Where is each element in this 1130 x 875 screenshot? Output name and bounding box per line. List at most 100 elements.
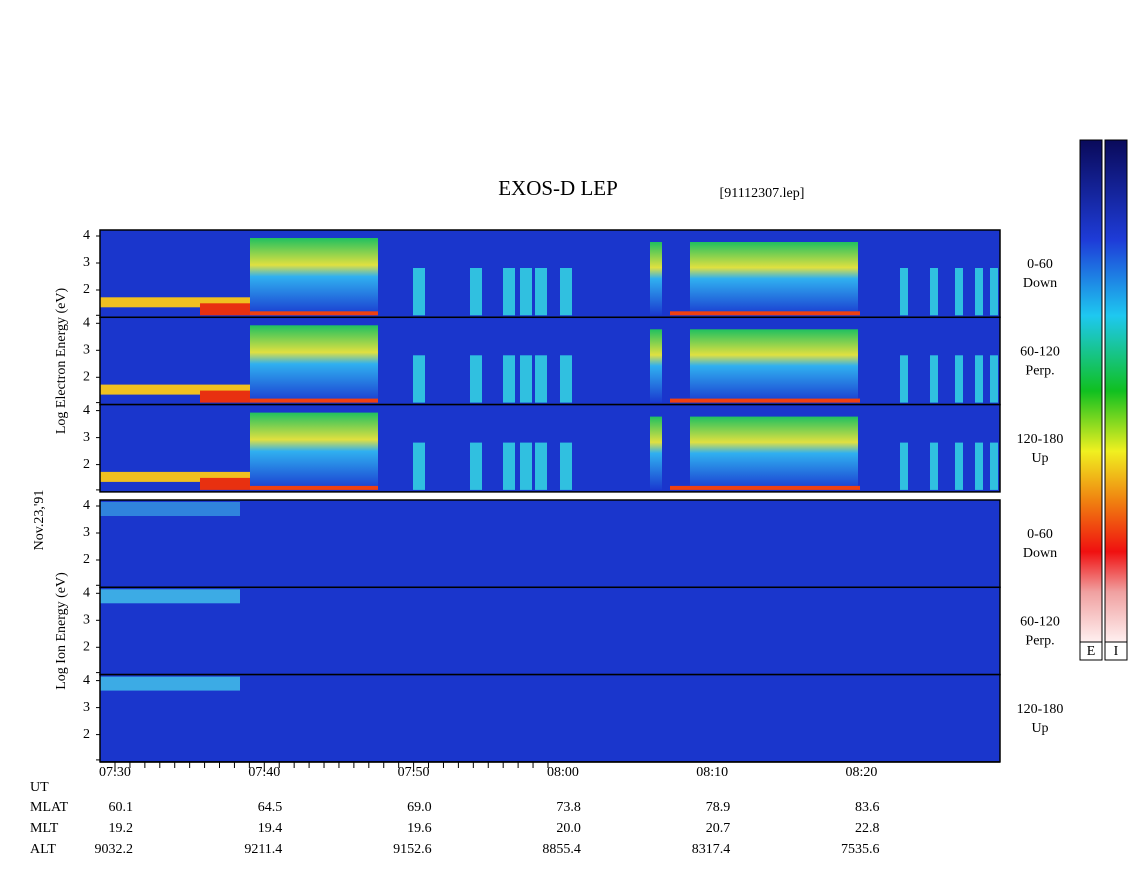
date: Nov.23,'91 xyxy=(32,490,47,551)
spectrum-burst xyxy=(990,355,998,403)
spectrum-feature xyxy=(650,329,662,403)
spectrum-feature xyxy=(100,589,240,604)
axis-label: Log Electron Energy (eV) xyxy=(54,288,69,435)
color-bar-label: I xyxy=(1114,644,1119,659)
spectrum-base xyxy=(670,311,860,316)
spectrum-base xyxy=(250,485,378,490)
y-tick-label: 3 xyxy=(83,255,90,270)
ephemeris-value: 8855.4 xyxy=(542,842,581,857)
color-bar xyxy=(1079,139,1103,643)
panel-label: Down xyxy=(1023,276,1057,291)
y-tick-label: 3 xyxy=(83,525,90,540)
spectrum-burst xyxy=(503,355,515,403)
spectrum-burst xyxy=(413,442,425,490)
y-tick-label: 4 xyxy=(83,403,90,418)
spectrum-burst xyxy=(560,268,572,316)
y-tick-label: 2 xyxy=(83,552,90,567)
row-name: MLAT xyxy=(30,800,69,815)
spectrum-low xyxy=(200,390,250,403)
y-tick-label: 3 xyxy=(83,430,90,445)
color-bar-label-box xyxy=(1079,641,1103,661)
spectrum-feature xyxy=(650,242,662,316)
spectrum-burst xyxy=(520,355,532,403)
panel-label: 120-180 xyxy=(1017,432,1064,447)
ephemeris-value: 64.5 xyxy=(258,800,283,815)
spectrum-low xyxy=(100,471,250,482)
color-bar-label: E xyxy=(1087,644,1096,659)
y-tick-label: 2 xyxy=(83,282,90,297)
y-tick-label: 4 xyxy=(83,316,90,331)
spectrum-burst xyxy=(503,268,515,316)
y-tick-label: 3 xyxy=(83,613,90,628)
panel-label: Up xyxy=(1031,451,1048,466)
spectrum-burst xyxy=(470,442,482,490)
panel-label: 60-120 xyxy=(1020,615,1060,630)
time-label: 07:50 xyxy=(398,765,430,780)
spectrum-burst xyxy=(990,442,998,490)
spectrogram xyxy=(100,587,1000,675)
y-tick-label: 4 xyxy=(83,228,90,243)
spectrum-burst xyxy=(975,355,983,403)
title: EXOS-D LEP xyxy=(498,176,618,200)
row-name: UT xyxy=(30,780,49,795)
ephemeris-value: 9032.2 xyxy=(95,842,134,857)
panel-label: 0-60 xyxy=(1027,257,1053,272)
spectrum-burst xyxy=(470,268,482,316)
spectrum-feature xyxy=(250,238,378,316)
spectrum-feature xyxy=(690,242,858,316)
spectrum-base xyxy=(670,485,860,490)
time-label: 08:00 xyxy=(547,765,579,780)
spectrum-burst xyxy=(535,355,547,403)
spectrum-feature xyxy=(250,412,378,490)
y-tick-label: 2 xyxy=(83,727,90,742)
spectrum-burst xyxy=(975,442,983,490)
spectrum-feature xyxy=(100,676,240,691)
ephemeris-value: 8317.4 xyxy=(692,842,731,857)
spectrum-feature xyxy=(650,416,662,490)
ephemeris-value: 78.9 xyxy=(706,800,731,815)
y-tick-label: 2 xyxy=(83,457,90,472)
row-name: MLT xyxy=(30,821,59,836)
time-label: 07:40 xyxy=(248,765,280,780)
spectrum-burst xyxy=(900,268,908,316)
ephemeris-value: 60.1 xyxy=(109,800,134,815)
y-tick-label: 4 xyxy=(83,673,90,688)
ephemeris-value: 69.0 xyxy=(407,800,432,815)
spectrogram xyxy=(100,674,1000,762)
spectrum-burst xyxy=(930,355,938,403)
ephemeris-value: 19.2 xyxy=(109,821,134,836)
spectrum-burst xyxy=(990,268,998,316)
spectrum-base xyxy=(250,311,378,316)
panel-label: Down xyxy=(1023,546,1057,561)
panel-frame xyxy=(99,403,1001,493)
ephemeris-value: 9152.6 xyxy=(393,842,432,857)
y-tick-label: 3 xyxy=(83,343,90,358)
spectrum-low xyxy=(100,384,250,395)
spectrum-burst xyxy=(900,442,908,490)
spectrum-base xyxy=(670,398,860,403)
spectrum-burst xyxy=(975,268,983,316)
ephemeris-value: 9211.4 xyxy=(244,842,282,857)
spectrum-burst xyxy=(930,442,938,490)
spectrum-burst xyxy=(520,268,532,316)
spectrum-feature xyxy=(250,325,378,403)
spectrum-burst xyxy=(470,355,482,403)
y-tick-label: 3 xyxy=(83,700,90,715)
row-name: ALT xyxy=(30,842,56,857)
spectrum-burst xyxy=(413,355,425,403)
panel-label: 60-120 xyxy=(1020,345,1060,360)
spectrogram xyxy=(100,500,1000,588)
spectrum-base xyxy=(250,398,378,403)
time-label: 07:30 xyxy=(99,765,131,780)
y-tick-label: 4 xyxy=(83,498,90,513)
ephemeris-value: 73.8 xyxy=(556,800,581,815)
panel-label: Perp. xyxy=(1025,634,1054,649)
spectrum-low xyxy=(200,477,250,490)
y-tick-label: 2 xyxy=(83,640,90,655)
spectrum-burst xyxy=(413,268,425,316)
y-tick-label: 4 xyxy=(83,586,90,601)
spectrum-feature xyxy=(100,502,240,516)
spectrum-low xyxy=(100,297,250,308)
spectrum-feature xyxy=(690,329,858,403)
